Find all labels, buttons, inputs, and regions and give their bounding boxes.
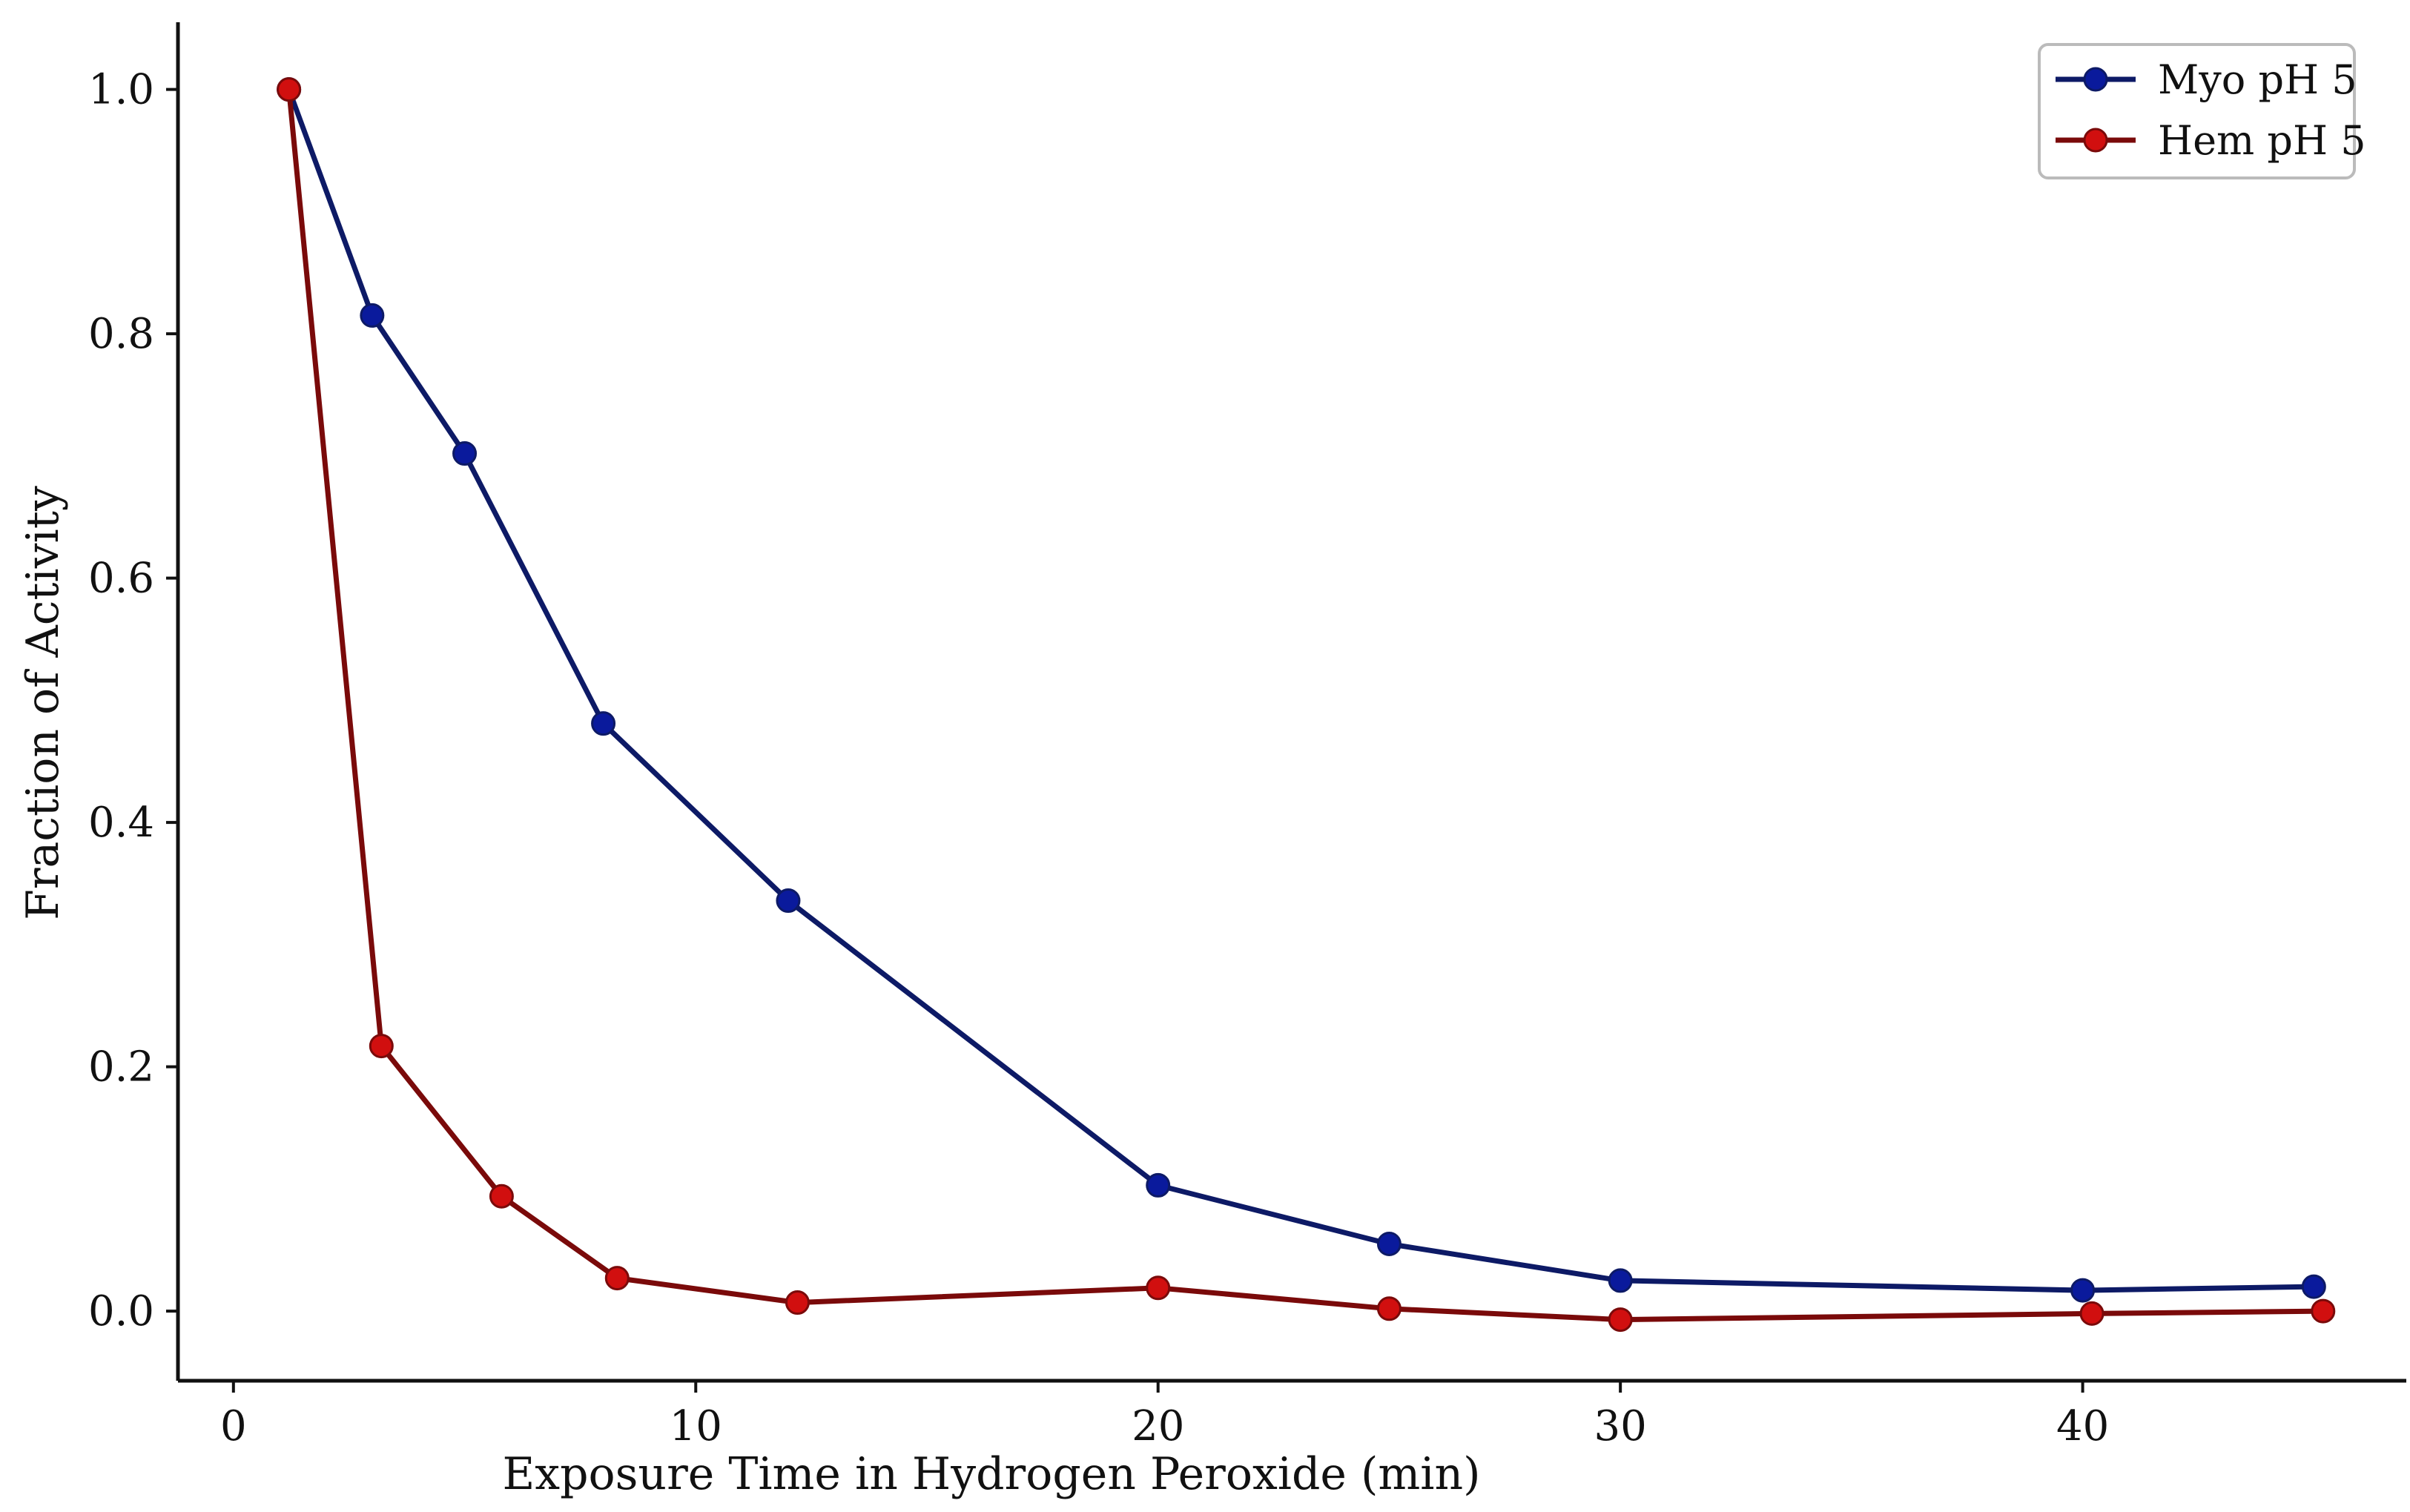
y-tick-label: 0.4 xyxy=(88,799,154,847)
x-tick-label: 0 xyxy=(220,1402,247,1450)
x-tick-label: 10 xyxy=(670,1402,722,1450)
y-tick-label: 0.6 xyxy=(88,555,154,603)
data-point xyxy=(591,711,616,736)
y-tick-label: 0.0 xyxy=(88,1287,154,1336)
data-point xyxy=(369,1034,394,1059)
series-line xyxy=(286,88,2314,1293)
legend-label: Hem pH 5 xyxy=(2158,117,2366,164)
y-axis-title: Fraction of Activity xyxy=(17,486,69,920)
data-point xyxy=(776,888,801,914)
legend-label: Myo pH 5 xyxy=(2158,56,2357,103)
data-point xyxy=(785,1290,810,1315)
x-tick-label: 20 xyxy=(1132,1402,1184,1450)
data-point xyxy=(277,77,302,102)
data-point xyxy=(489,1183,514,1209)
data-point xyxy=(1376,1231,1402,1256)
data-point xyxy=(2311,1298,2336,1324)
x-axis-title: Exposure Time in Hydrogen Peroxide (min) xyxy=(502,1448,1480,1500)
legend-marker xyxy=(2083,67,2108,92)
series-line xyxy=(286,89,2323,1323)
data-point xyxy=(2079,1301,2104,1326)
x-tick-label: 30 xyxy=(1594,1402,1647,1450)
data-point xyxy=(1608,1268,1633,1293)
data-point xyxy=(1376,1296,1402,1321)
data-point xyxy=(1146,1275,1171,1301)
x-tick-label: 40 xyxy=(2056,1402,2109,1450)
data-point xyxy=(2301,1274,2326,1299)
y-tick-label: 1.0 xyxy=(88,66,154,114)
y-tick-label: 0.8 xyxy=(88,310,154,358)
legend: Myo pH 5 Hem pH 5 xyxy=(2038,43,2366,179)
legend-marker xyxy=(2083,128,2108,153)
y-tick-label: 0.2 xyxy=(88,1043,154,1092)
data-point xyxy=(360,303,385,328)
axes xyxy=(176,22,2406,1383)
data-point xyxy=(452,441,478,466)
data-point xyxy=(604,1266,630,1291)
axis-ticks: 0.0 0.2 0.4 0.6 0.8 1.0 0 10 20 30 40 xyxy=(88,66,2109,1450)
data-point xyxy=(1146,1172,1171,1198)
series-layer xyxy=(277,77,2336,1333)
series-1 xyxy=(277,77,2336,1333)
data-point xyxy=(2070,1278,2096,1303)
data-point xyxy=(1608,1307,1633,1333)
